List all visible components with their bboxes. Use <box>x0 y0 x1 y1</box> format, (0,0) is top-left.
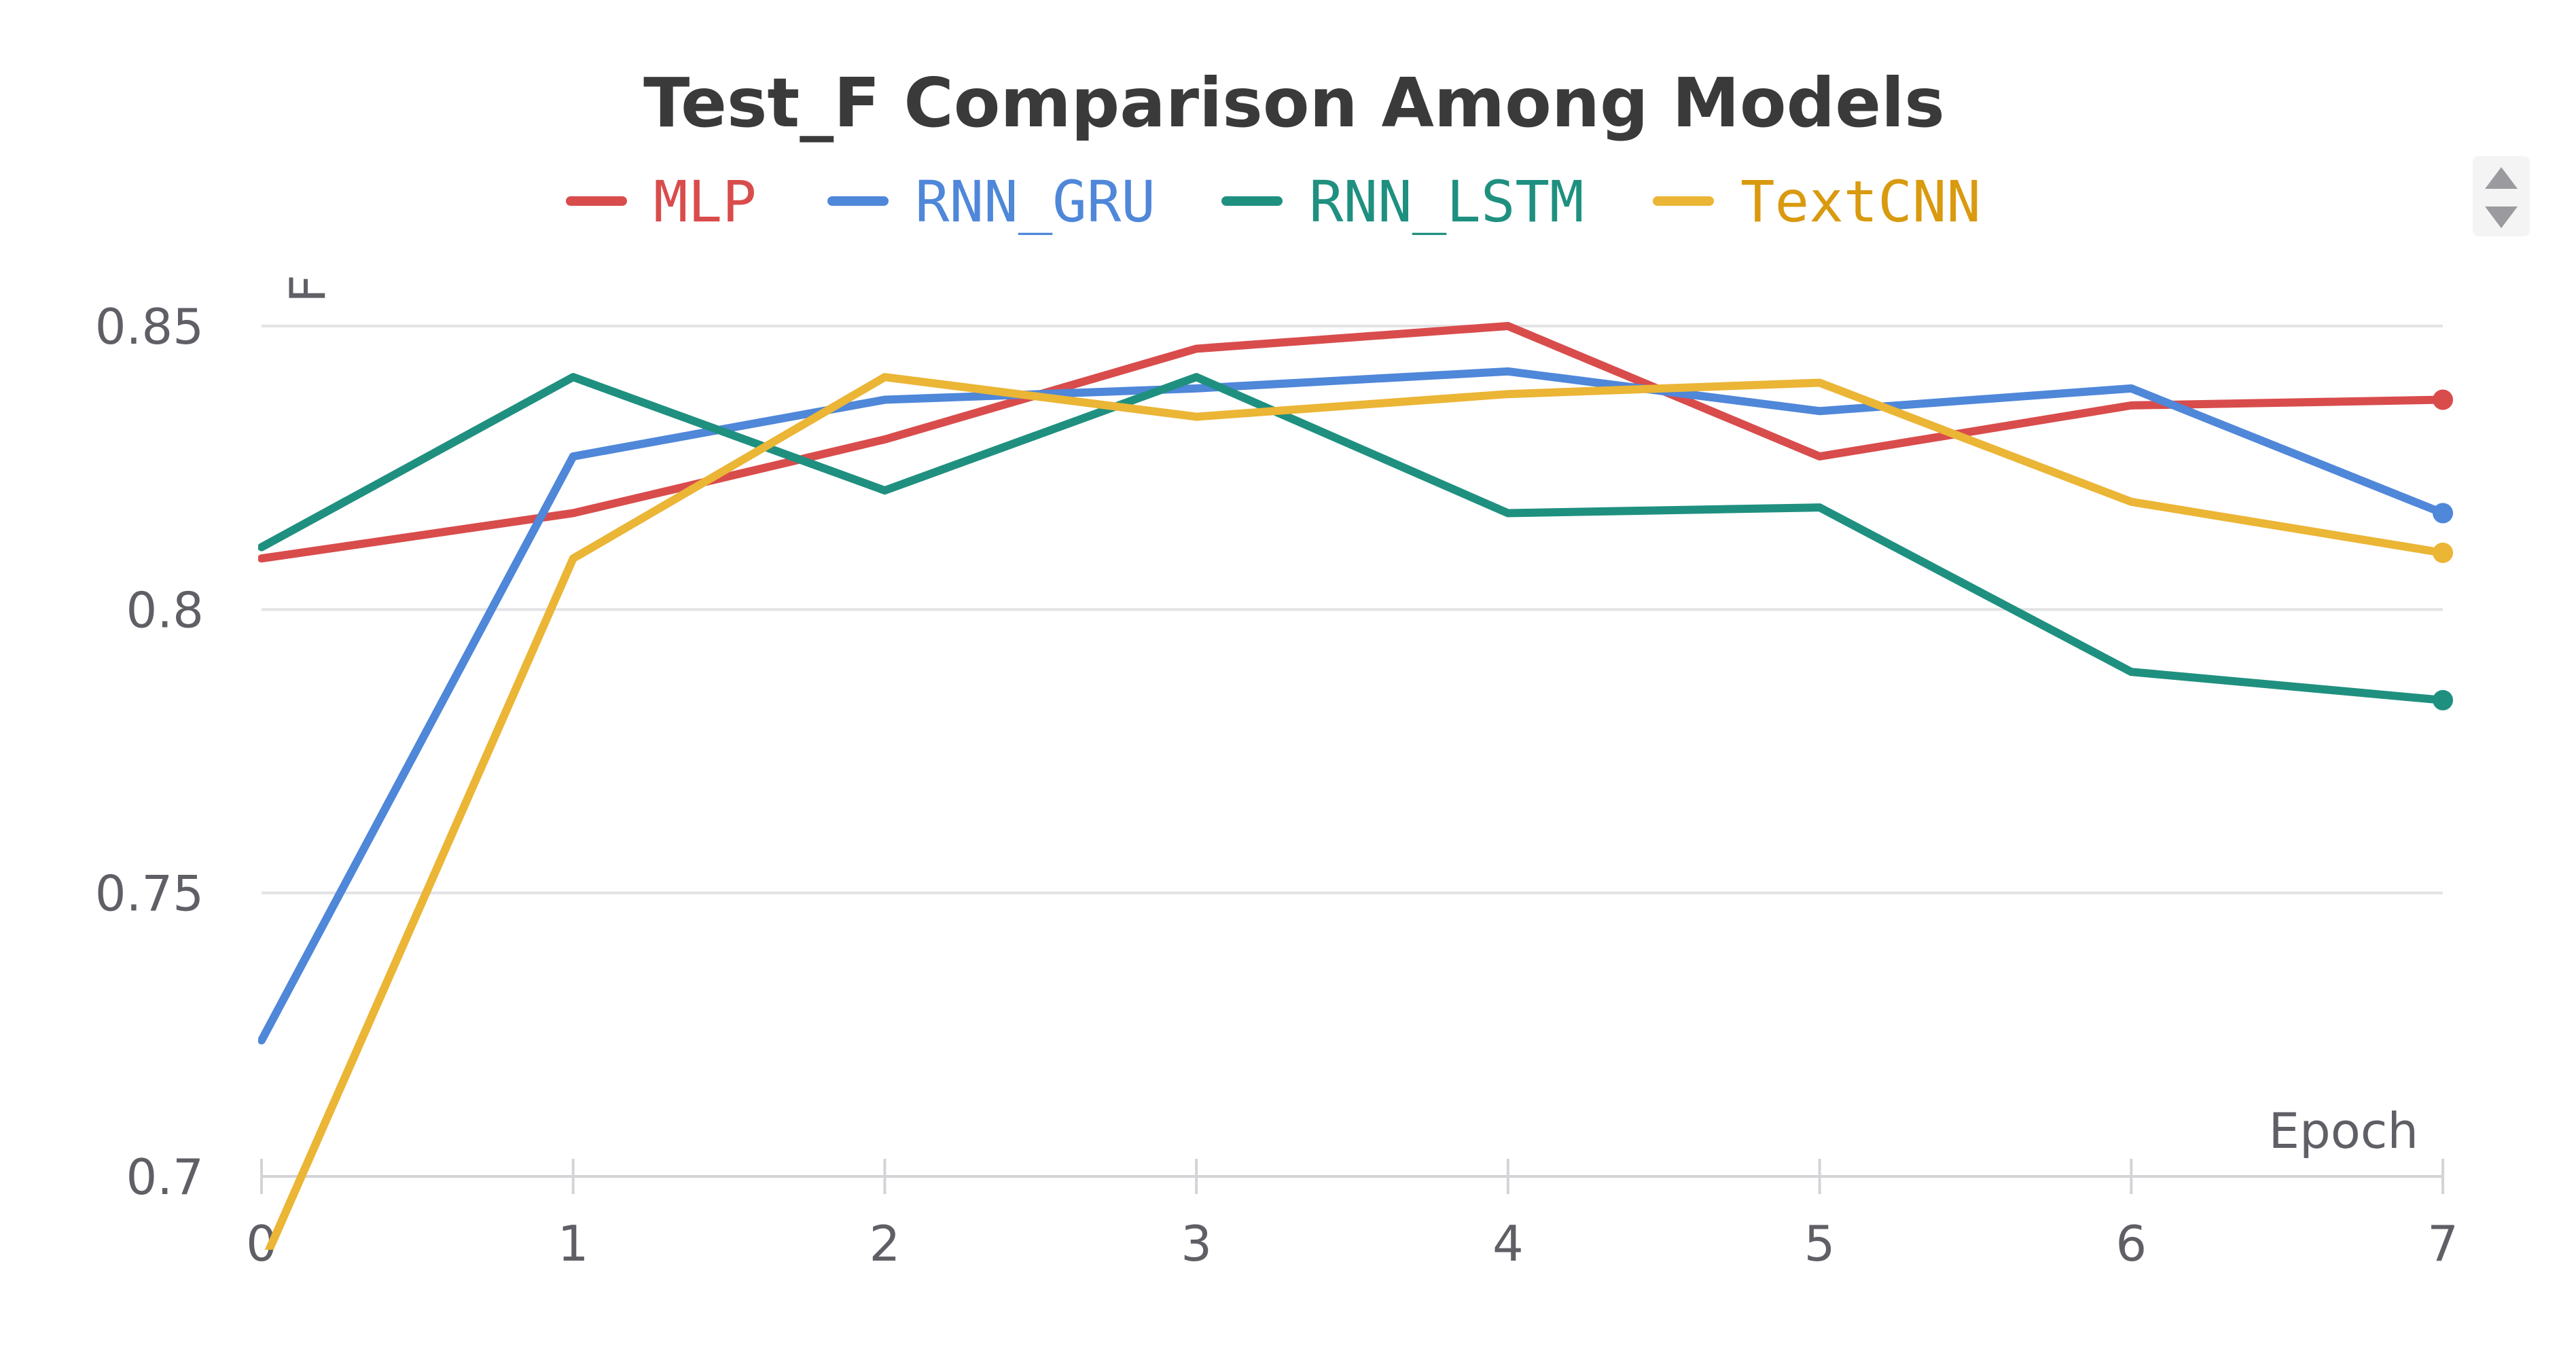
legend-item-mlp[interactable]: MLP <box>566 168 757 235</box>
series-endpoint-rnn-lstm <box>2433 689 2453 710</box>
legend-label: RNN_GRU <box>915 168 1156 235</box>
series-line-rnn-lstm <box>258 373 2447 704</box>
series-endpoint-mlp <box>2433 389 2453 410</box>
x-tick-label: 4 <box>1492 1215 1524 1272</box>
legend-item-rnn-lstm[interactable]: RNN_LSTM <box>1221 168 1584 235</box>
series-line-mlp <box>258 322 2447 563</box>
y-axis-label: F <box>279 274 336 302</box>
y-tick-label: 0.8 <box>126 581 204 638</box>
legend-label: TextCNN <box>1740 168 1981 235</box>
legend-item-textcnn[interactable]: TextCNN <box>1653 168 1981 235</box>
series-group <box>258 322 2447 1250</box>
scroll-control-background <box>2473 156 2530 236</box>
x-tick-label: 7 <box>2427 1215 2458 1272</box>
series-line-rnn-gru <box>258 367 2447 1045</box>
x-tick-label: 5 <box>1804 1215 1836 1272</box>
y-tick-label: 0.85 <box>95 298 204 355</box>
x-tick-label: 1 <box>558 1215 589 1272</box>
series-line-textcnn <box>264 373 2447 1250</box>
x-tick-label: 2 <box>870 1215 901 1272</box>
legend: MLP RNN_GRU RNN_LSTM TextCNN <box>566 168 1981 235</box>
chart-title: Test_F Comparison Among Models <box>643 63 1945 143</box>
grid <box>262 325 2443 895</box>
series-endpoint-textcnn <box>2433 542 2453 563</box>
x-axis-label: Epoch <box>2269 1102 2418 1159</box>
triangle-down-icon[interactable] <box>2485 206 2518 228</box>
y-axis: 0.7 0.75 0.8 0.85 <box>95 298 204 1206</box>
series-endpoints <box>2433 389 2453 710</box>
legend-scroll-control[interactable] <box>2473 156 2530 236</box>
x-tick-label: 3 <box>1181 1215 1212 1272</box>
legend-label: MLP <box>654 168 757 235</box>
series-endpoint-rnn-gru <box>2433 503 2453 524</box>
legend-item-rnn-gru[interactable]: RNN_GRU <box>827 168 1156 235</box>
y-tick-label: 0.75 <box>95 865 204 922</box>
legend-label: RNN_LSTM <box>1309 168 1584 235</box>
x-tick-label: 6 <box>2115 1215 2147 1272</box>
y-tick-label: 0.7 <box>126 1149 204 1206</box>
triangle-up-icon[interactable] <box>2485 167 2518 189</box>
